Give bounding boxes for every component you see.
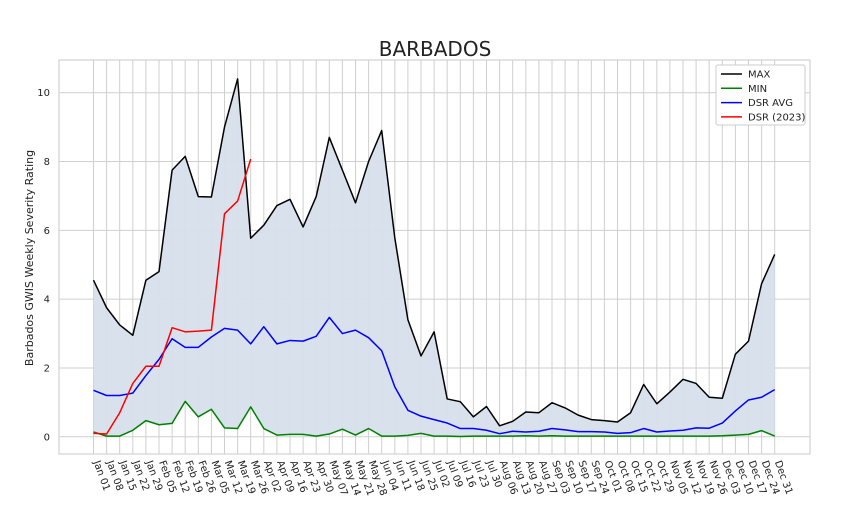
series-lines [92,78,776,438]
series-line-max [92,78,776,427]
y-tick-label: 10 [37,88,50,99]
y-tick-label: 0 [44,432,50,443]
max-min-band [93,78,775,437]
y-axis-label: Barbados GWIS Weekly Severity Rating [23,150,36,366]
y-tick-label: 6 [44,226,50,237]
fill-band [93,78,775,437]
legend-box [715,64,806,126]
series-line-min [93,400,775,438]
chart-title: BARBADOS [379,37,492,61]
legend-label: DSR (2023) [748,112,806,123]
legend-label: MAX [748,70,770,81]
y-ticks: 0 2 4 6 8 10 [37,88,50,443]
legend-label: DSR AVG [748,98,793,109]
legend: MAX MIN DSR AVG DSR (2023) [715,64,806,126]
series-line-dsr-avg [93,316,776,435]
series-line-dsr-2023 [93,158,252,435]
legend-label: MIN [748,84,767,95]
y-tick-label: 2 [44,363,50,374]
y-tick-label: 8 [44,157,50,168]
y-tick-label: 4 [44,295,50,306]
